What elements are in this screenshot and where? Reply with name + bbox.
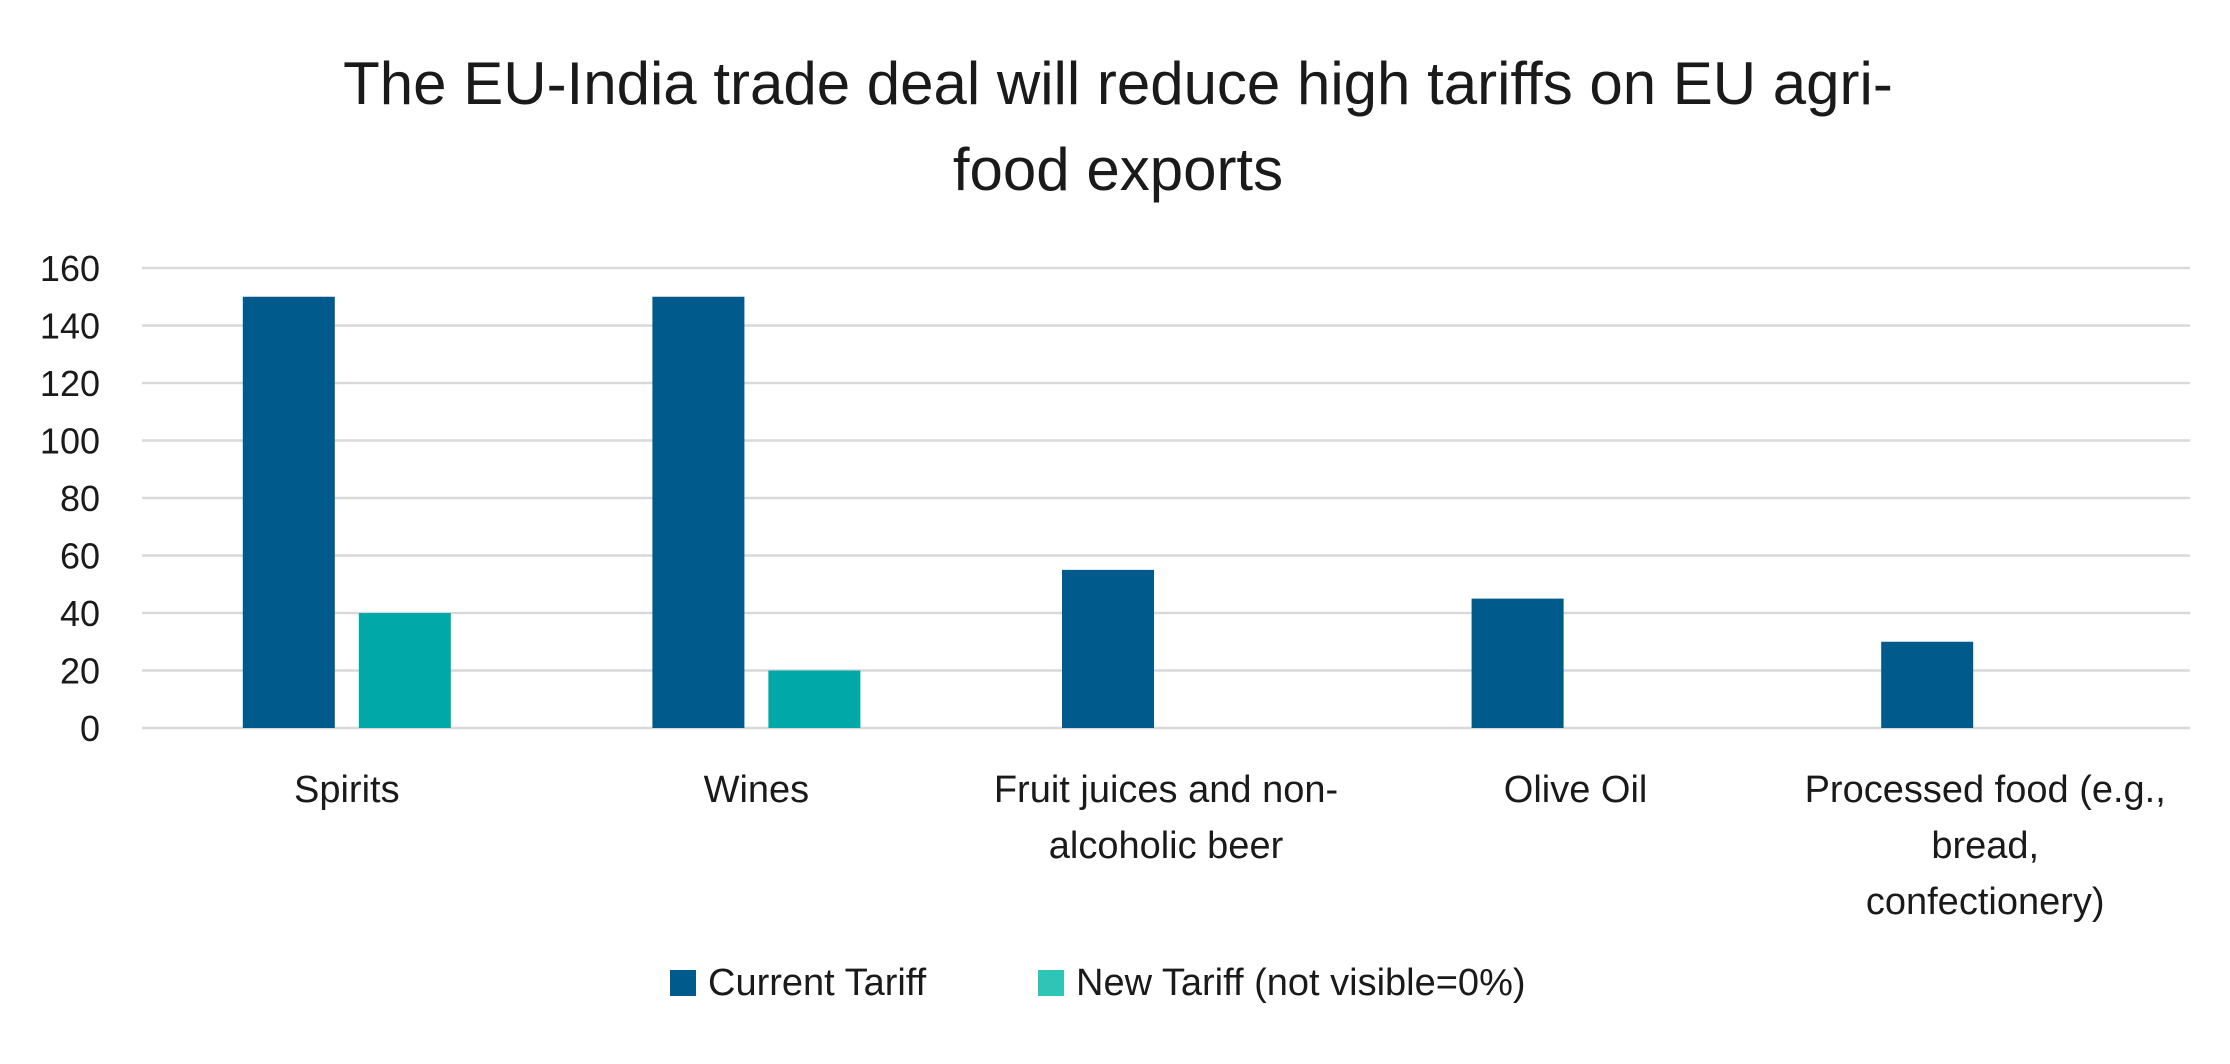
- x-category-label-line: Wines: [704, 769, 810, 811]
- y-tick-label: 100: [40, 421, 100, 462]
- y-tick-label: 120: [40, 363, 100, 404]
- bar-current-tariff: [242, 296, 335, 728]
- y-tick-label: 20: [60, 651, 100, 692]
- bar-current-tariff: [1881, 641, 1974, 728]
- y-tick-label: 40: [60, 593, 100, 634]
- x-category-label-line: bread,: [1931, 825, 2039, 867]
- chart-title: The EU-India trade deal will reduce high…: [343, 50, 1893, 203]
- chart-title-line: food exports: [953, 136, 1283, 203]
- x-category-label-line: Processed food (e.g.,: [1805, 769, 2166, 811]
- legend-swatch: [670, 970, 696, 996]
- legend-label: Current Tariff: [708, 962, 927, 1004]
- chart-title-line: The EU-India trade deal will reduce high…: [343, 50, 1893, 117]
- x-category-label: Wines: [704, 769, 810, 811]
- y-tick-label: 0: [80, 708, 100, 749]
- x-category-label-line: Fruit juices and non-: [994, 769, 1338, 811]
- x-category-label: Fruit juices and non-alcoholic beer: [994, 769, 1338, 867]
- x-category-label: Processed food (e.g., bread, confectionery…: [1805, 769, 2166, 923]
- bar-new-tariff: [358, 613, 451, 728]
- y-tick-label: 80: [60, 478, 100, 519]
- bar-new-tariff: [768, 670, 861, 728]
- bar-current-tariff: [1471, 598, 1564, 728]
- bar-current-tariff: [1062, 569, 1154, 728]
- y-tick-label: 160: [40, 248, 100, 289]
- x-category-label-line: confectionery): [1866, 881, 2105, 923]
- legend-swatch: [1038, 970, 1064, 996]
- bar-current-tariff: [652, 296, 745, 728]
- x-category-label: Olive Oil: [1504, 769, 1648, 811]
- y-tick-label: 60: [60, 536, 100, 577]
- x-category-label-line: Olive Oil: [1504, 769, 1648, 811]
- x-category-label-line: alcoholic beer: [1049, 825, 1284, 867]
- y-tick-label: 140: [40, 306, 100, 347]
- legend-label: New Tariff (not visible=0%): [1076, 962, 1526, 1004]
- x-category-label: Spirits: [294, 769, 400, 811]
- x-category-label-line: Spirits: [294, 769, 400, 811]
